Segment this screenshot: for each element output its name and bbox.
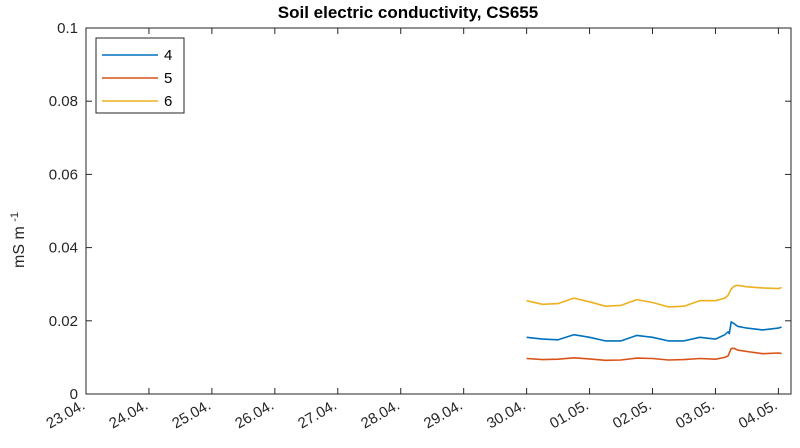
x-tick-label: 01.05. <box>547 397 592 433</box>
y-tick-label: 0.06 <box>49 166 78 183</box>
x-tick-label: 04.05. <box>736 397 781 433</box>
y-axis-label: mS m -1 <box>9 212 28 268</box>
x-tick-label: 28.04. <box>358 397 403 433</box>
series-lines <box>526 284 782 362</box>
legend-label-6: 6 <box>164 93 172 110</box>
series-line-4 <box>526 321 782 342</box>
x-tick-label: 03.05. <box>673 397 718 433</box>
y-tick-label: 0.1 <box>57 20 78 37</box>
x-tick-label: 23.04. <box>43 397 88 433</box>
series-line-5 <box>526 347 782 362</box>
series-line-6 <box>526 284 782 308</box>
y-axis-label-exponent: -1 <box>9 212 21 222</box>
legend: 4 5 6 <box>95 37 185 114</box>
x-tick-label: 27.04. <box>295 397 340 433</box>
x-tick-label: 02.05. <box>610 397 655 433</box>
y-tick-label: 0 <box>70 386 78 403</box>
chart-title: Soil electric conductivity, CS655 <box>278 3 538 22</box>
y-tick-label: 0.08 <box>49 93 78 110</box>
y-tick-label: 0.02 <box>49 313 78 330</box>
legend-label-5: 5 <box>164 70 172 87</box>
x-tick-label: 26.04. <box>232 397 277 433</box>
y-axis: 0 0.02 0.04 0.06 0.08 0.1 <box>49 20 791 403</box>
legend-label-4: 4 <box>164 47 172 64</box>
axes-box <box>85 27 792 395</box>
x-tick-label: 29.04. <box>421 397 466 433</box>
y-axis-label-unit: mS m <box>11 226 28 268</box>
x-tick-label: 30.04. <box>484 397 529 433</box>
x-tick-label: 24.04. <box>106 397 151 433</box>
plot-area <box>85 27 792 395</box>
y-tick-label: 0.04 <box>49 240 78 257</box>
x-tick-label: 25.04. <box>169 397 214 433</box>
